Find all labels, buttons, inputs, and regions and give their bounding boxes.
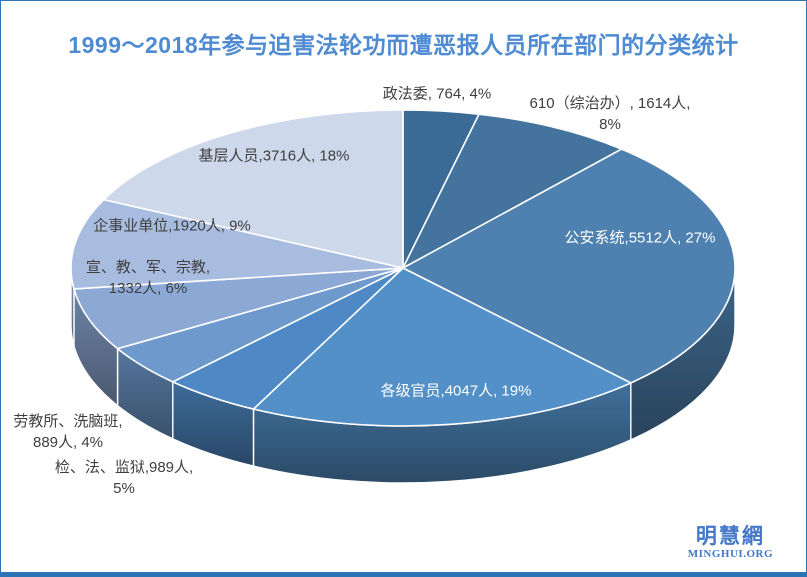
pie-slice — [70, 198, 404, 290]
pie-slice — [252, 267, 632, 427]
minghui-logo-en: MINGHUI.ORG — [687, 548, 773, 560]
pie-slice — [102, 109, 404, 269]
pie-slice — [402, 148, 736, 384]
pie-slice — [402, 113, 623, 269]
minghui-logo-cn: 明慧網 — [695, 525, 765, 548]
pie-slice — [73, 267, 404, 350]
minghui-logo: 明慧網 MINGHUI.ORG — [688, 526, 773, 561]
chart-title: 1999～2018年参与迫害法轮功而遭恶报人员所在部门的分类统计 — [68, 32, 739, 58]
